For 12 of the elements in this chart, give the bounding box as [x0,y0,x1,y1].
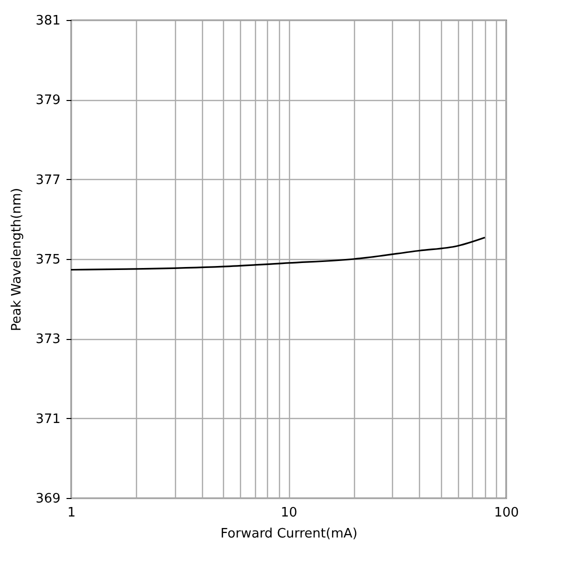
y-tick-label: 375 [36,252,60,268]
x-tick-label: 100 [494,506,519,520]
x-tick-label: 10 [280,506,298,520]
y-tick-label: 381 [36,14,60,28]
y-tick-label: 379 [36,93,60,108]
y-tick-label: 373 [36,332,60,348]
y-tick-label: 369 [36,492,60,506]
y-tick-label: 377 [36,172,60,188]
x-tick-label: 1 [67,506,76,520]
x-axis-title: Forward Current(mA) [220,526,358,542]
y-axis-title: Peak Wavelength(nm) [10,188,25,332]
y-tick-label: 371 [36,412,60,427]
